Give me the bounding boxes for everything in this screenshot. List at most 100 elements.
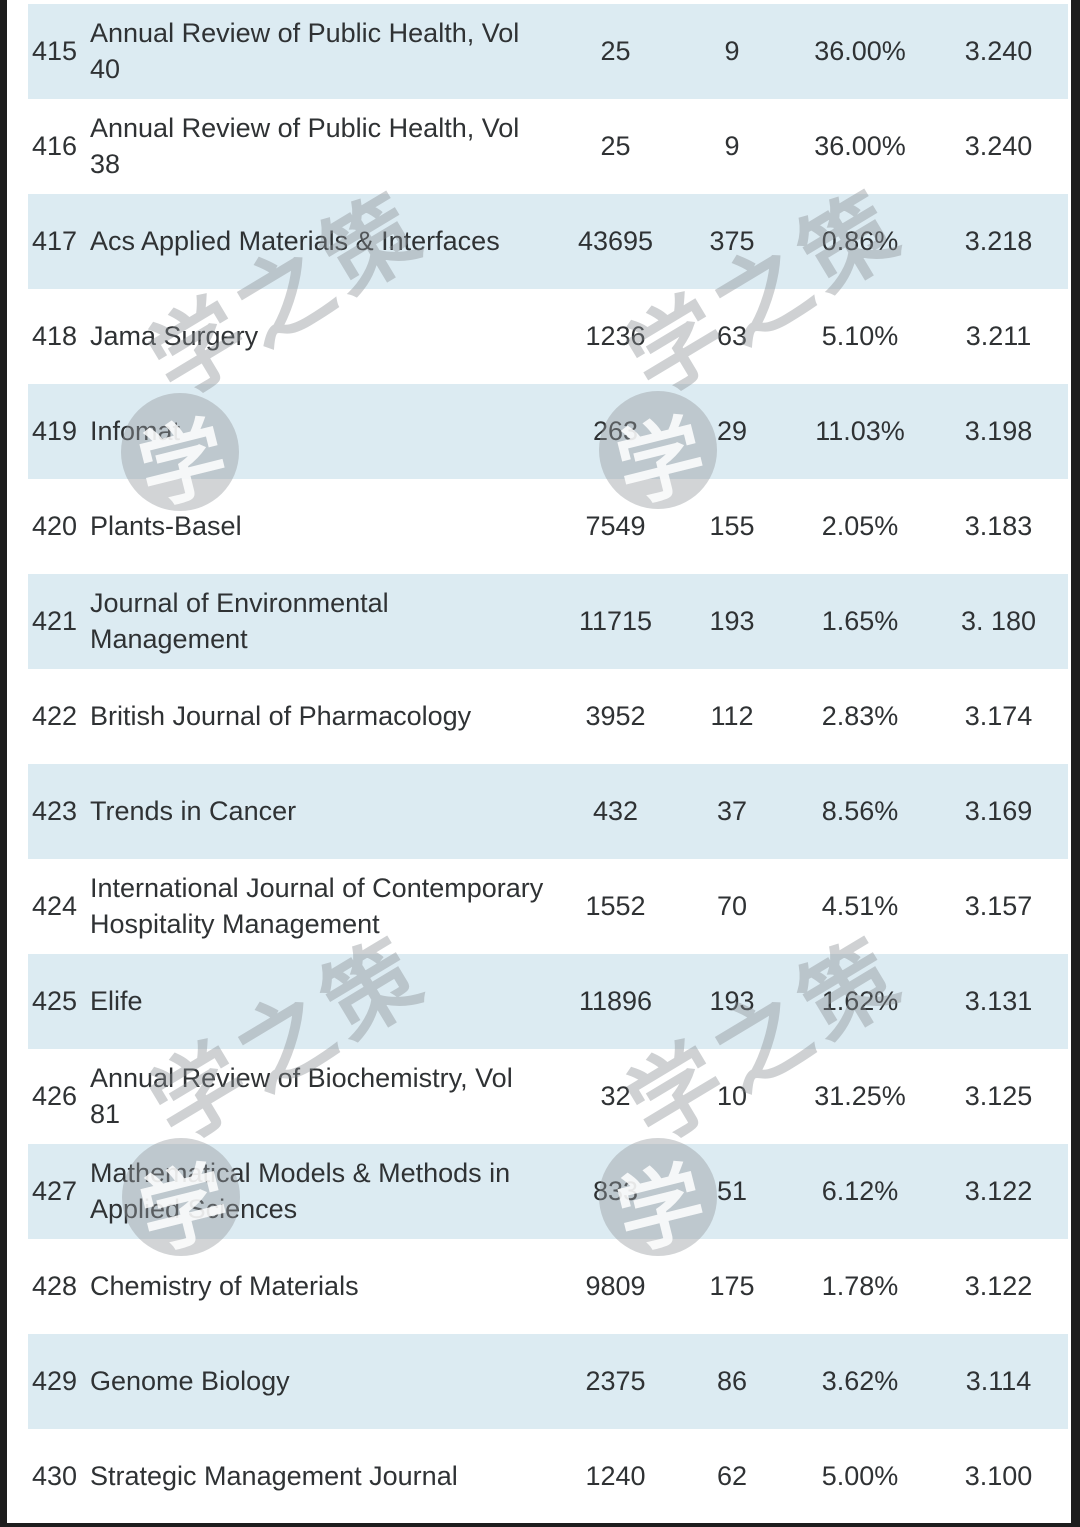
score-cell-text: 3.211 (965, 320, 1032, 351)
count-a-cell: 1240 (558, 1459, 673, 1494)
rank-cell-text: 428 (32, 1270, 78, 1301)
percent-cell-text: 5.10% (821, 320, 899, 351)
journal-name-cell-text: Strategic Management Journal (90, 1460, 458, 1491)
count-a-cell: 2375 (558, 1364, 673, 1399)
count-a-cell-text: 11896 (578, 985, 653, 1016)
journal-name-cell-text: British Journal of Pharmacology (90, 700, 472, 731)
count-a-cell-text: 833 (592, 1175, 639, 1206)
journal-name-cell-text: Plants-Basel (90, 510, 242, 541)
score-cell-text: 3.240 (964, 130, 1033, 161)
journal-name-cell: Genome Biology (90, 1364, 558, 1399)
score-cell-text: 3.100 (964, 1460, 1033, 1491)
rank-cell: 417 (28, 224, 90, 259)
count-a-cell-text: 3952 (585, 700, 646, 731)
journal-name-cell-text: Trends in Cancer (90, 795, 297, 826)
table-row: 415 Annual Review of Public Health, Vol 4… (28, 4, 1068, 99)
score-cell-text: 3.169 (964, 795, 1033, 826)
count-a-cell-text: 2375 (585, 1365, 646, 1396)
count-b-cell-text: 62 (716, 1460, 748, 1491)
rank-cell: 418 (28, 319, 90, 354)
percent-cell-text: 11.03% (815, 415, 905, 446)
count-b-cell-text: 37 (716, 795, 748, 826)
count-b-cell-text: 70 (716, 890, 748, 921)
count-a-cell: 11896 (558, 984, 673, 1019)
percent-cell: 2.05% (791, 509, 929, 544)
score-cell-text: 3.114 (965, 1365, 1032, 1396)
table-row: 418 Jama Surgery 1236 63 5.10% 3.211 (28, 289, 1068, 384)
table-body: 415 Annual Review of Public Health, Vol 4… (28, 4, 1068, 1524)
count-b-cell: 112 (673, 699, 791, 734)
count-b-cell-text: 9 (724, 35, 740, 66)
journal-name-cell: Trends in Cancer (90, 794, 558, 829)
score-cell: 3.174 (929, 699, 1068, 734)
count-a-cell-text: 1236 (585, 320, 646, 351)
count-b-cell-text: 375 (709, 225, 755, 256)
count-a-cell-text: 9809 (585, 1270, 646, 1301)
score-cell-text: 3.122 (964, 1175, 1033, 1206)
percent-cell: 0.86% (791, 224, 929, 259)
score-cell: 3.240 (929, 129, 1068, 164)
table-row: 423 Trends in Cancer 432 37 8.56% 3.169 (28, 764, 1068, 859)
journal-name-cell-text: Annual Review of Biochemistry, Vol 81 (90, 1063, 513, 1129)
count-a-cell-text: 32 (600, 1080, 631, 1111)
count-a-cell: 25 (558, 129, 673, 164)
count-b-cell-text: 10 (716, 1080, 748, 1111)
journal-name-cell-text: Journal of Environmental Management (90, 588, 389, 654)
percent-cell-text: 4.51% (821, 890, 899, 921)
rank-cell-text: 416 (32, 130, 78, 161)
score-cell-text: 3.240 (964, 35, 1033, 66)
rank-cell: 419 (28, 414, 90, 449)
count-a-cell-text: 11715 (578, 605, 653, 636)
percent-cell: 3.62% (791, 1364, 929, 1399)
score-cell: 3.218 (929, 224, 1068, 259)
count-b-cell: 29 (673, 414, 791, 449)
count-a-cell-text: 263 (592, 415, 639, 446)
journal-name-cell: Acs Applied Materials & Interfaces (90, 224, 558, 259)
journal-name-cell-text: Jama Surgery (90, 320, 259, 351)
journal-name-cell: British Journal of Pharmacology (90, 699, 558, 734)
rank-cell: 415 (28, 34, 90, 69)
count-b-cell-text: 193 (709, 605, 755, 636)
count-b-cell-text: 112 (710, 700, 754, 731)
journal-name-cell: Chemistry of Materials (90, 1269, 558, 1304)
table-row: 416 Annual Review of Public Health, Vol 3… (28, 99, 1068, 194)
rank-cell-text: 424 (32, 890, 78, 921)
journal-name-cell: Journal of Environmental Management (90, 586, 558, 656)
score-cell-text: 3.122 (964, 1270, 1033, 1301)
table-row: 429 Genome Biology 2375 86 3.62% 3.114 (28, 1334, 1068, 1429)
count-b-cell-text: 86 (716, 1365, 748, 1396)
count-b-cell: 10 (673, 1079, 791, 1114)
count-b-cell-text: 193 (709, 985, 755, 1016)
journal-name-cell-text: Acs Applied Materials & Interfaces (90, 225, 500, 256)
journal-name-cell-text: Annual Review of Public Health, Vol 38 (90, 113, 520, 179)
rank-cell: 421 (28, 604, 90, 639)
journal-name-cell-text: International Journal of Contemporary Ho… (90, 873, 544, 939)
score-cell-text: 3.183 (964, 510, 1033, 541)
rank-cell: 429 (28, 1364, 90, 1399)
score-cell-text: 3.131 (964, 985, 1033, 1016)
left-border (0, 0, 7, 1527)
journal-name-cell: Annual Review of Public Health, Vol 38 (90, 111, 558, 181)
score-cell: 3.211 (929, 319, 1068, 354)
journal-name-cell: Annual Review of Public Health, Vol 40 (90, 16, 558, 86)
count-b-cell: 375 (673, 224, 791, 259)
score-cell: 3.169 (929, 794, 1068, 829)
score-cell: 3.122 (929, 1174, 1068, 1209)
journal-name-cell: Jama Surgery (90, 319, 558, 354)
count-b-cell: 193 (673, 604, 791, 639)
percent-cell-text: 5.00% (821, 1460, 899, 1491)
percent-cell: 36.00% (791, 34, 929, 69)
rank-cell: 422 (28, 699, 90, 734)
count-b-cell: 175 (673, 1269, 791, 1304)
count-a-cell-text: 7549 (585, 510, 646, 541)
count-a-cell: 1236 (558, 319, 673, 354)
count-a-cell: 32 (558, 1079, 673, 1114)
count-a-cell-text: 1552 (585, 890, 646, 921)
count-a-cell: 7549 (558, 509, 673, 544)
rank-cell-text: 417 (32, 225, 78, 256)
table-row: 424 International Journal of Contemporary… (28, 859, 1068, 954)
count-b-cell-text: 63 (716, 320, 748, 351)
count-b-cell: 51 (673, 1174, 791, 1209)
count-b-cell: 86 (673, 1364, 791, 1399)
